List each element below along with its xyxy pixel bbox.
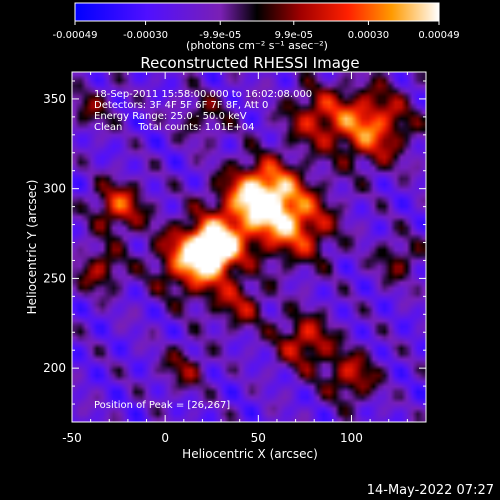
colorbar-tick-label: -0.00030 <box>123 30 168 41</box>
annotation-time: 18-Sep-2011 15:58:00.000 to 16:02:08.000 <box>94 89 312 100</box>
annotation-detectors: Detectors: 3F 4F 5F 6F 7F 8F, Att 0 <box>94 100 268 111</box>
x-tick-label: 100 <box>340 431 363 445</box>
info-annotations: 18-Sep-2011 15:58:00.000 to 16:02:08.000… <box>94 89 312 133</box>
colorbar: -0.00049 -0.00030 -9.9e-05 9.9e-05 0.00030 0.… <box>53 2 460 52</box>
y-tick-label: 300 <box>43 182 66 196</box>
plot-frame <box>71 71 427 423</box>
x-tick-label: 50 <box>251 431 266 445</box>
peak-position-label: Position of Peak = [26,267] <box>94 400 230 411</box>
colorbar-tick-label: -9.9e-05 <box>199 30 241 41</box>
heatmap-image <box>72 72 426 422</box>
y-tick-label: 250 <box>43 271 66 285</box>
y-tick-label: 200 <box>43 361 66 375</box>
colorbar-tick-label: 0.00049 <box>418 30 459 41</box>
axis-ticks: -50 0 50 100 200 250 300 350 <box>43 72 427 445</box>
colorbar-tick-label: -0.00049 <box>53 30 98 41</box>
colorbar-ticks: -0.00049 -0.00030 -9.9e-05 9.9e-05 0.00030 0.… <box>53 21 460 41</box>
colorbar-units: (photons cm⁻² s⁻¹ asec⁻²) <box>186 39 328 52</box>
y-axis-label: Heliocentric Y (arcsec) <box>25 180 39 315</box>
x-tick-label: -50 <box>62 431 82 445</box>
annotation-energy: Energy Range: 25.0 - 50.0 keV <box>94 111 247 122</box>
y-tick-label: 350 <box>43 92 66 106</box>
colorbar-tick-label: 0.00030 <box>348 30 389 41</box>
annotation-clean: Clean Total counts: 1.01E+04 <box>94 122 254 133</box>
x-axis-label: Heliocentric X (arcsec) <box>182 447 318 461</box>
colorbar-tick-label: 9.9e-05 <box>275 30 313 41</box>
x-tick-label: 0 <box>161 431 169 445</box>
chart-title: Reconstructed RHESSI Image <box>140 54 359 72</box>
colorbar-gradient <box>74 2 440 22</box>
footer-timestamp: 14-May-2022 07:27 <box>367 483 494 498</box>
